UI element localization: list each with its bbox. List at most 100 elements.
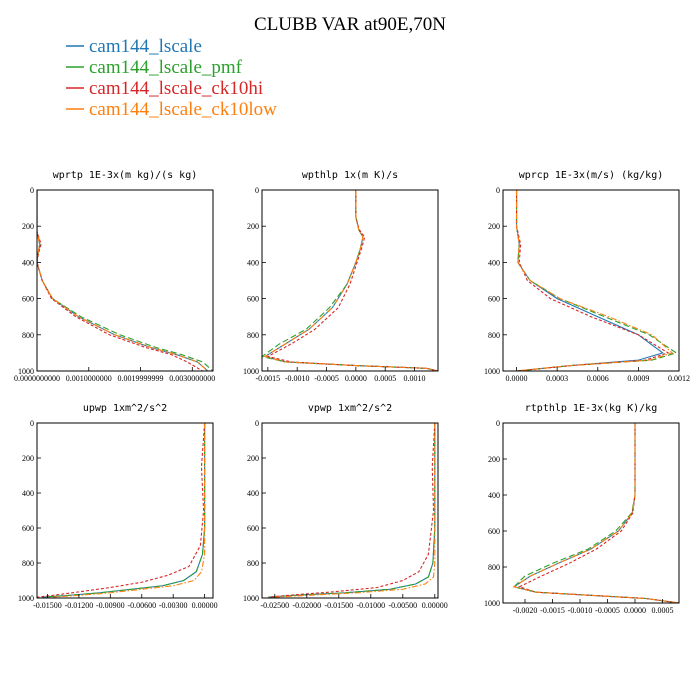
y-tick-label: 800	[488, 563, 500, 572]
y-tick-label: 0	[255, 186, 259, 195]
x-tick-label: -0.01500	[324, 601, 353, 610]
series-line-cam144_lscale	[515, 190, 664, 371]
series-line-cam144_lscale_ck10hi	[37, 190, 203, 371]
y-tick-label: 400	[247, 258, 259, 267]
y-tick-label: 200	[247, 454, 259, 463]
y-tick-label: 600	[22, 524, 34, 533]
x-tick-label: -0.0010	[285, 374, 310, 383]
series-line-cam144_lscale_pmf	[37, 190, 213, 371]
x-tick-label: 0.0012	[668, 374, 690, 383]
series-line-cam144_lscale_ck10hi	[266, 190, 438, 371]
series-line-cam144_lscale_pmf	[268, 423, 436, 598]
series-line-cam144_lscale	[37, 190, 209, 371]
x-tick-label: 0.0005	[374, 374, 396, 383]
series-line-cam144_lscale	[512, 423, 679, 603]
x-tick-label: 0.0010	[404, 374, 426, 383]
x-tick-label: -0.0005	[314, 374, 339, 383]
series-line-cam144_lscale_ck10low	[515, 190, 674, 371]
y-tick-label: 200	[22, 454, 34, 463]
panel-6: rtpthlp 1E-3x(kg K)/kg 0 200 400 600 800 1000 -…	[484, 403, 680, 615]
panel-title: wpthlp 1x(m K)/s	[302, 170, 398, 181]
plot-frame	[36, 422, 214, 599]
x-tick-label: -0.0015	[540, 606, 565, 615]
series-line-cam144_lscale_ck10hi	[37, 423, 206, 598]
y-tick-label: 1000	[484, 367, 500, 376]
x-tick-label: -0.00500	[388, 601, 417, 610]
y-tick-label: 600	[488, 527, 500, 536]
x-tick-label: -0.0010	[568, 606, 593, 615]
plot-frame	[502, 189, 680, 372]
x-tick-label: 0.0003	[546, 374, 568, 383]
series-line-cam144_lscale_ck10low	[37, 190, 209, 371]
legend-label-4: cam144_lscale_ck10low	[89, 99, 277, 120]
x-tick-label: -0.01200	[65, 601, 94, 610]
y-tick-label: 0	[496, 419, 500, 428]
x-tick-label: -0.01000	[356, 601, 385, 610]
y-tick-label: 0	[496, 186, 500, 195]
y-tick-label: 200	[22, 222, 34, 231]
x-tick-label: 0.0000000000	[14, 374, 60, 383]
legend: cam144_lscalecam144_lscale_pmfcam144_lsc…	[66, 36, 277, 120]
y-tick-label: 800	[247, 559, 259, 568]
panel-4: upwp 1xm^2/s^202004006008001000-0.01500-…	[18, 403, 218, 610]
series-line-cam144_lscale_pmf	[262, 190, 438, 371]
plot-frame	[36, 189, 214, 372]
series-line-cam144_lscale_pmf	[42, 423, 206, 598]
series-line-cam144_lscale	[263, 190, 438, 371]
series-line-cam144_lscale_ck10low	[263, 190, 438, 371]
x-tick-label: 0.0019999999	[118, 374, 164, 383]
series-line-cam144_lscale_ck10low	[512, 423, 679, 603]
y-tick-label: 400	[22, 258, 34, 267]
y-tick-label: 0	[255, 419, 259, 428]
x-tick-label: 0.0030000000	[169, 374, 215, 383]
plot-frame	[261, 189, 439, 372]
series-line-cam144_lscale_ck10hi	[518, 423, 679, 603]
x-tick-label: 0.0006	[587, 374, 609, 383]
x-tick-label: -0.0015	[256, 374, 281, 383]
x-tick-label: -0.0005	[595, 606, 620, 615]
y-tick-label: 200	[488, 222, 500, 231]
x-tick-label: -0.00600	[127, 601, 156, 610]
series-line-cam144_lscale	[268, 423, 436, 598]
panels: wprtp 1E-3x(m kg)/(s kg) 0 200 400 600 800 100…	[14, 170, 690, 615]
series-line-cam144_lscale_pmf	[515, 190, 678, 371]
series-line-cam144_lscale_ck10hi	[515, 190, 670, 371]
y-tick-label: 1000	[243, 367, 259, 376]
x-tick-label: 0.00000	[192, 601, 218, 610]
y-tick-label: 400	[488, 258, 500, 267]
y-tick-label: 600	[22, 295, 34, 304]
x-tick-label: 0.0009	[627, 374, 649, 383]
x-tick-label: -0.0020	[513, 606, 538, 615]
y-tick-label: 200	[247, 222, 259, 231]
x-tick-label: -0.01500	[33, 601, 62, 610]
panel-title: wprtp 1E-3x(m kg)/(s kg)	[53, 170, 198, 181]
y-tick-label: 400	[247, 489, 259, 498]
y-tick-label: 800	[22, 559, 34, 568]
x-tick-label: 0.0000	[345, 374, 367, 383]
legend-label-2: cam144_lscale_pmf	[89, 57, 243, 78]
panel-3: wprcp 1E-3x(m/s) (kg/kg) 0 200 400 600 800 100…	[484, 170, 690, 383]
series-line-cam144_lscale_ck10low	[52, 423, 206, 598]
plot-frame	[502, 422, 680, 604]
y-tick-label: 200	[488, 455, 500, 464]
panel-1: wprtp 1E-3x(m kg)/(s kg) 0 200 400 600 800 100…	[14, 170, 215, 383]
x-tick-label: -0.02500	[260, 601, 289, 610]
y-tick-label: 1000	[18, 594, 34, 603]
y-tick-label: 800	[22, 331, 34, 340]
x-tick-label: -0.00300	[159, 601, 188, 610]
y-tick-label: 0	[30, 186, 34, 195]
panel-title: vpwp 1xm^2/s^2	[308, 403, 392, 414]
plot-frame	[261, 422, 439, 599]
y-tick-label: 1000	[243, 594, 259, 603]
series-line-cam144_lscale_pmf	[512, 423, 679, 603]
x-tick-label: 0.00000	[422, 601, 448, 610]
panel-title: wprcp 1E-3x(m/s) (kg/kg)	[519, 170, 664, 181]
legend-label-1: cam144_lscale	[89, 36, 202, 57]
panel-5: vpwp 1xm^2/s^202004006008001000-0.02500-…	[243, 403, 448, 610]
y-tick-label: 800	[488, 331, 500, 340]
legend-label-3: cam144_lscale_ck10hi	[89, 78, 263, 99]
series-line-cam144_lscale_ck10hi	[268, 423, 436, 598]
x-tick-label: -0.02000	[292, 601, 321, 610]
y-tick-label: 400	[22, 489, 34, 498]
y-tick-label: 0	[30, 419, 34, 428]
